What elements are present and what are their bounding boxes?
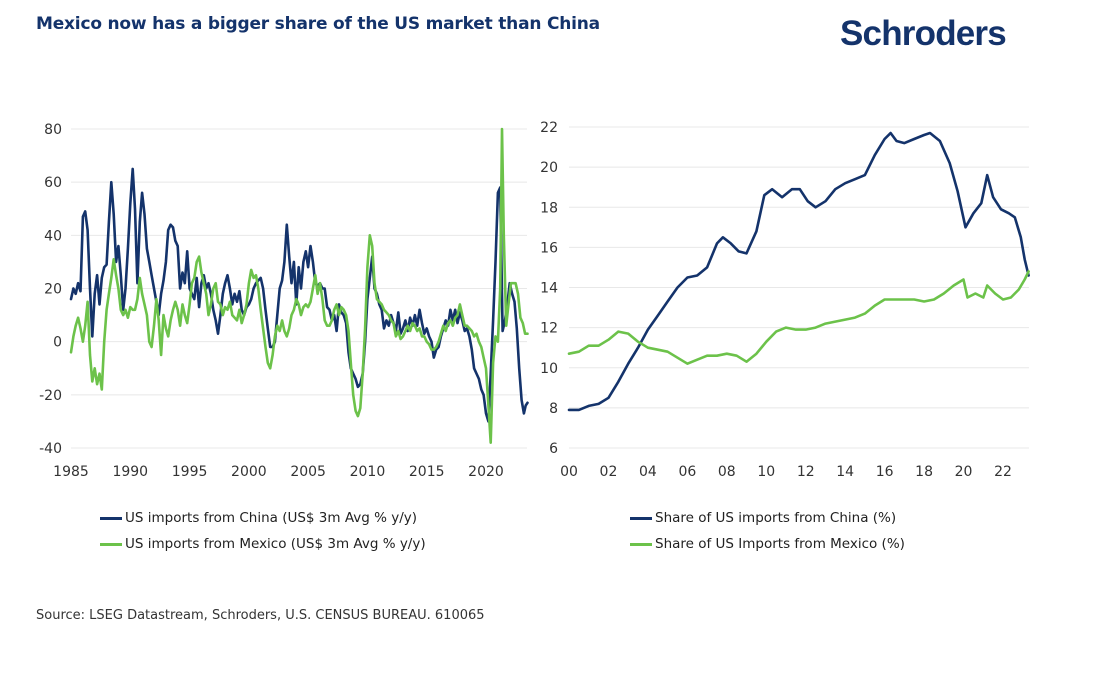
y-tick-label: 40: [44, 228, 62, 244]
x-tick-label: 20: [955, 464, 973, 480]
y-tick-label: 60: [44, 175, 62, 191]
x-tick-label: 16: [876, 464, 894, 480]
y-tick-label: 14: [540, 281, 558, 297]
y-tick-label: -20: [39, 388, 62, 404]
x-tick-label: 2015: [409, 464, 445, 480]
schroders-logo: Schroders: [840, 14, 1007, 53]
legend-label: Share of US Imports from Mexico (%): [655, 536, 905, 552]
x-tick-label: 00: [560, 464, 578, 480]
x-tick-label: 10: [757, 464, 775, 480]
y-tick-label: 10: [540, 361, 558, 377]
x-tick-label: 22: [994, 464, 1012, 480]
y-tick-label: 6: [549, 441, 558, 457]
legend-label: US imports from Mexico (US$ 3m Avg % y/y…: [125, 536, 426, 552]
series-line-mexico: [567, 270, 1030, 365]
legend-label: Share of US imports from China (%): [655, 510, 897, 526]
y-tick-label: 0: [53, 335, 62, 351]
right-legend: Share of US imports from China (%) Share…: [630, 505, 905, 557]
series-line-china: [69, 167, 529, 423]
x-tick-label: 2000: [231, 464, 267, 480]
x-tick-label: 04: [639, 464, 657, 480]
legend-swatch-mexico: [630, 542, 652, 546]
legend-swatch-china: [100, 516, 122, 520]
left-chart-imports-growth: 80 60 40 20 0 -20 -40 1985 1990 1995 2000 2005 2010 2…: [39, 122, 529, 480]
left-legend: US imports from China (US$ 3m Avg % y/y)…: [100, 505, 426, 557]
y-tick-label: 80: [44, 122, 62, 138]
y-tick-label: 12: [540, 321, 558, 337]
legend-item-china-growth: US imports from China (US$ 3m Avg % y/y): [100, 505, 426, 531]
x-tick-label: 06: [678, 464, 696, 480]
series-line-china: [567, 131, 1030, 412]
legend-swatch-mexico: [100, 542, 122, 546]
x-tick-label: 2005: [290, 464, 326, 480]
x-tick-label: 1995: [172, 464, 208, 480]
x-tick-label: 1990: [112, 464, 148, 480]
x-tick-label: 14: [836, 464, 854, 480]
x-tick-label: 1985: [53, 464, 89, 480]
y-tick-label: 22: [540, 120, 558, 136]
source-note: Source: LSEG Datastream, Schroders, U.S.…: [36, 608, 485, 623]
y-tick-label: 8: [549, 401, 558, 417]
y-tick-label: -40: [39, 441, 62, 457]
x-tick-label: 18: [915, 464, 933, 480]
legend-item-china-share: Share of US imports from China (%): [630, 505, 905, 531]
x-tick-label: 02: [600, 464, 618, 480]
legend-item-mexico-share: Share of US Imports from Mexico (%): [630, 531, 905, 557]
legend-item-mexico-growth: US imports from Mexico (US$ 3m Avg % y/y…: [100, 531, 426, 557]
x-tick-label: 08: [718, 464, 736, 480]
right-chart-import-share: 22 20 18 16 14 12 10 8 600 02 04 06 08 10 12 14 16 18 20 22: [540, 120, 1030, 480]
y-tick-label: 20: [44, 282, 62, 298]
y-tick-label: 18: [540, 200, 558, 216]
series-line-mexico: [69, 127, 529, 444]
x-tick-label: 2010: [350, 464, 386, 480]
y-tick-label: 16: [540, 240, 558, 256]
x-tick-label: 12: [797, 464, 815, 480]
chart-title: Mexico now has a bigger share of the US …: [36, 14, 600, 34]
x-tick-label: 2020: [468, 464, 504, 480]
legend-label: US imports from China (US$ 3m Avg % y/y): [125, 510, 418, 526]
y-tick-label: 20: [540, 160, 558, 176]
legend-swatch-china: [630, 516, 652, 520]
